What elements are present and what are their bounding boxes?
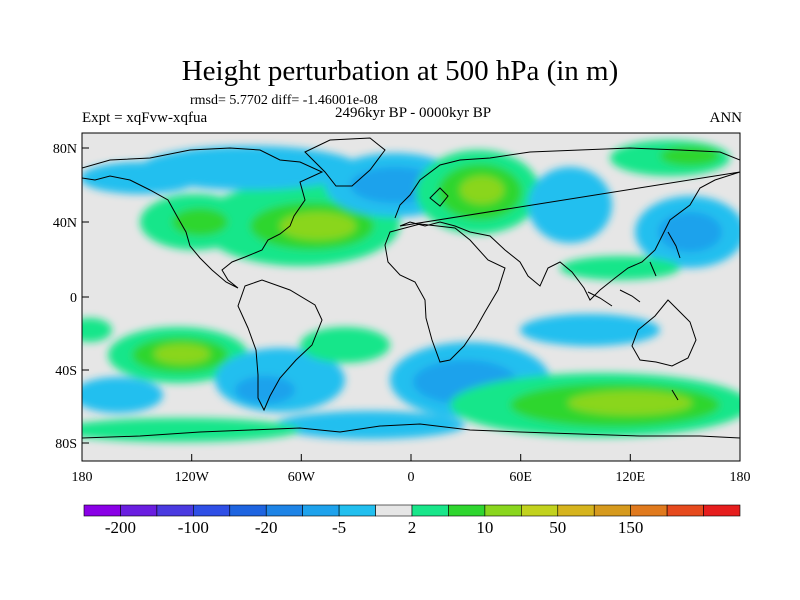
coastline-greenland [304,137,386,187]
contour-blob [235,376,295,404]
colorbar-swatch [411,504,449,517]
contour-blob [660,146,720,166]
colorbar-label: -200 [105,518,136,537]
colorbar-swatch [375,504,413,517]
colorbar-labels: -200 -100 -20 -5 2 10 50 150 [105,518,644,537]
colorbar-swatch [120,504,158,517]
contour-blob [82,418,300,442]
latitude-axis: 80N 40N 0 40S 80S [53,142,89,452]
lat-tick-label: 80N [53,142,77,157]
coastline-africa [384,223,506,363]
colorbar-swatch [703,504,741,517]
time-period: 2496kyr BP - 0000kyr BP [334,105,492,121]
lat-tick-label: 40S [55,364,77,379]
colorbar-swatch [193,504,231,517]
contour-blob [172,208,228,236]
lon-tick-label: 120W [175,470,210,485]
colorbar-swatch [484,504,522,517]
colorbar-label: 10 [476,518,493,537]
coastline-north-america [82,147,324,289]
contour-blob [568,391,692,415]
colorbar-swatch [338,504,376,517]
coastline-europe-asia [394,147,740,301]
colorbar-label: 150 [618,518,644,537]
colorbar-swatch [448,504,486,517]
colorbar-swatch [593,504,631,517]
contour-blob [82,162,200,194]
colorbar-label: 50 [549,518,566,537]
colorbar-swatch [156,504,194,517]
experiment-label: Expt = xqFvw-xqfua [82,110,208,126]
colorbar-swatch [229,504,267,517]
lon-tick-label: 120E [616,470,646,485]
contour-blob [460,176,504,204]
contour-blob [82,377,163,413]
colorbar-swatch [557,504,595,517]
lon-tick-label: 180 [72,470,93,485]
colorbar-swatch [521,504,559,517]
lon-tick-label: 180 [730,470,751,485]
coastline-islands [429,187,681,401]
contour-blob [280,212,356,240]
contour-blob [154,344,210,364]
colorbar-swatch [83,504,121,517]
contour-blob [275,411,465,439]
coastline-south-america [237,279,323,412]
longitude-axis: 180 120W 60W 0 60E 120E 180 [72,454,751,485]
coastline-antarctica [82,423,740,439]
contour-blob [658,212,722,252]
contour-blob [300,327,390,363]
colorbar-label: -20 [255,518,278,537]
map-title: Height perturbation at 500 hPa (in m) [181,55,619,87]
lon-tick-label: 60E [509,470,532,485]
colorbar-swatch [302,504,340,517]
lon-tick-label: 0 [408,470,415,485]
contour-blob [520,314,660,346]
coastline-australia [631,299,697,367]
colorbar-swatch [630,504,668,517]
contour-blob [528,167,612,243]
lat-tick-label: 40N [53,216,77,231]
colorbar [83,504,741,517]
contour-blob [82,318,112,342]
lat-tick-label: 80S [55,437,77,452]
contour-field [82,133,740,461]
colorbar-label: 2 [408,518,417,537]
contour-blob [560,256,680,280]
colorbar-label: -5 [332,518,346,537]
rmsd-stats: rmsd= 5.7702 diff= -1.46001e-08 [190,93,378,108]
colorbar-label: -100 [178,518,209,537]
colorbar-swatch [666,504,704,517]
colorbar-swatch [265,504,303,517]
coastlines [82,137,740,439]
lon-tick-label: 60W [288,470,316,485]
season-label: ANN [709,110,743,126]
lat-tick-label: 0 [70,291,77,306]
